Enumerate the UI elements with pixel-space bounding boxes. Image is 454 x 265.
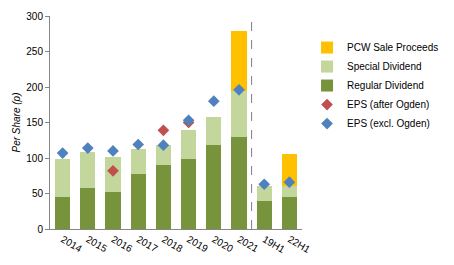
- svg-text:200: 200: [26, 82, 43, 93]
- svg-text:Special Dividend: Special Dividend: [347, 61, 422, 72]
- svg-text:50: 50: [32, 188, 44, 199]
- svg-text:300: 300: [26, 11, 43, 22]
- svg-text:19H1: 19H1: [261, 234, 288, 256]
- svg-text:100: 100: [26, 153, 43, 164]
- svg-text:2020: 2020: [210, 234, 235, 255]
- svg-text:2016: 2016: [110, 234, 135, 255]
- svg-text:Regular Dividend: Regular Dividend: [347, 80, 424, 91]
- svg-text:Per Share (p): Per Share (p): [11, 92, 22, 152]
- svg-text:2015: 2015: [84, 234, 109, 255]
- svg-text:2014: 2014: [59, 234, 84, 255]
- svg-text:EPS (after Ogden): EPS (after Ogden): [347, 99, 429, 110]
- svg-text:250: 250: [26, 46, 43, 57]
- svg-text:PCW Sale Proceeds: PCW Sale Proceeds: [347, 42, 438, 53]
- svg-text:2021: 2021: [236, 234, 261, 255]
- svg-text:150: 150: [26, 117, 43, 128]
- svg-text:2019: 2019: [185, 234, 210, 255]
- svg-text:2017: 2017: [135, 234, 160, 255]
- svg-text:EPS (excl. Ogden): EPS (excl. Ogden): [347, 118, 430, 129]
- svg-text:0: 0: [37, 224, 43, 235]
- svg-text:22H1: 22H1: [286, 234, 313, 256]
- svg-text:2018: 2018: [160, 234, 185, 255]
